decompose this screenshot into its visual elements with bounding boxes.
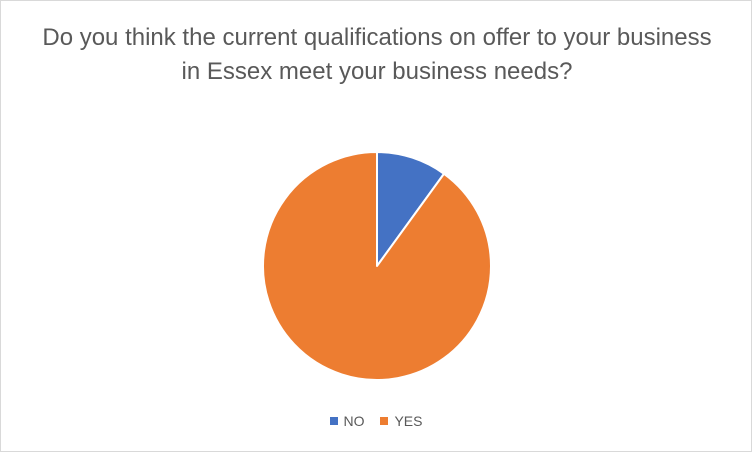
chart-title: Do you think the current qualifications …: [42, 24, 712, 85]
legend-item-yes: YES: [380, 413, 422, 429]
legend-swatch-no: [329, 417, 338, 425]
legend: NO YES: [1, 413, 751, 429]
legend-item-no: NO: [329, 413, 365, 429]
legend-swatch-yes: [380, 417, 389, 425]
pie-slice-yes: [262, 151, 492, 381]
pie-slice-no: [376, 151, 446, 267]
legend-label-yes: YES: [394, 413, 423, 429]
legend-label-no: NO: [343, 413, 365, 429]
